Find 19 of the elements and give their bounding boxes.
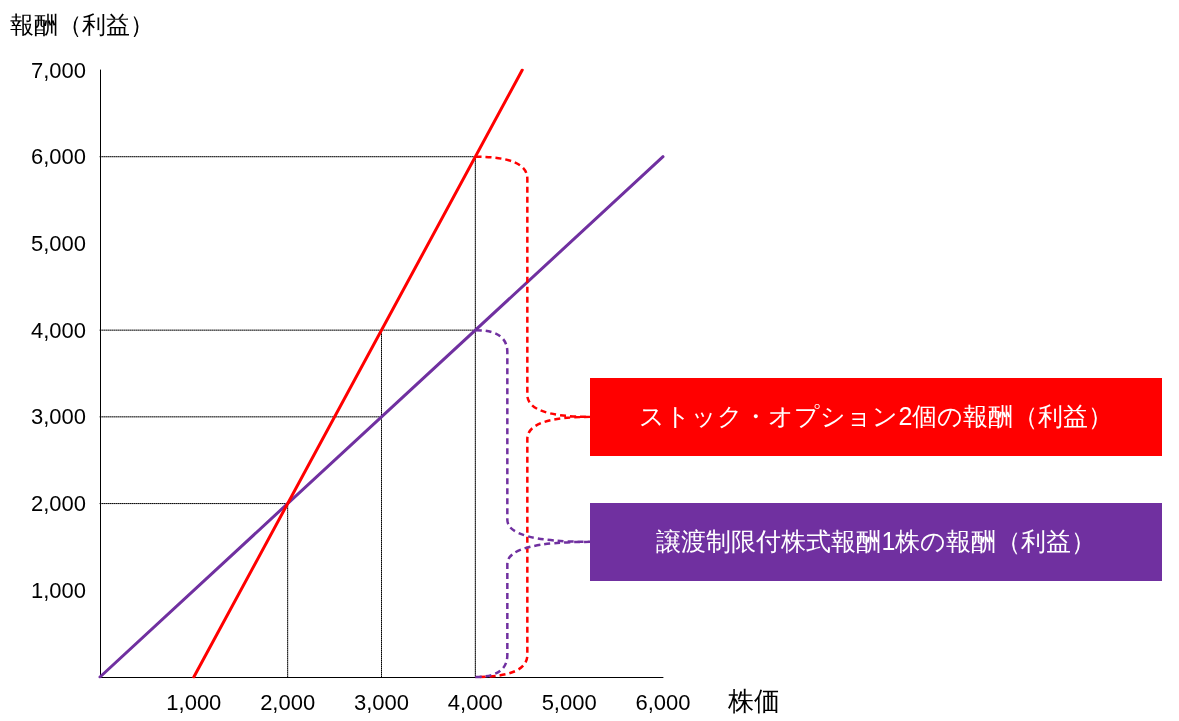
x-axis-title: 株価 — [727, 686, 780, 716]
y-tick-label: 4,000 — [30, 317, 86, 343]
y-tick-label: 3,000 — [30, 404, 86, 430]
x-tick-label: 6,000 — [635, 689, 691, 715]
annotation: 譲渡制限付株式報酬1株の報酬（利益） — [656, 526, 1097, 558]
y-axis-title: 報酬（利益） — [10, 10, 154, 38]
x-tick-label: 2,000 — [260, 689, 316, 715]
x-tick-label: 4,000 — [447, 689, 503, 715]
x-tick-label: 1,000 — [166, 689, 222, 715]
y-tick-label: 1,000 — [30, 577, 86, 603]
callout-box: 譲渡制限付株式報酬1株の報酬（利益） — [590, 502, 1163, 581]
x-tick-label: 3,000 — [353, 689, 410, 715]
y-tick-label: 7,000 — [30, 57, 86, 83]
y-tick-label: 5,000 — [30, 230, 86, 256]
annotation: ストック・オプション2個の報酬（利益） — [639, 401, 1114, 433]
x-tick-label: 5,000 — [541, 689, 597, 715]
y-tick-label: 6,000 — [30, 144, 86, 170]
y-tick-label: 2,000 — [30, 491, 86, 517]
callout-box: ストック・オプション2個の報酬（利益） — [590, 377, 1163, 456]
